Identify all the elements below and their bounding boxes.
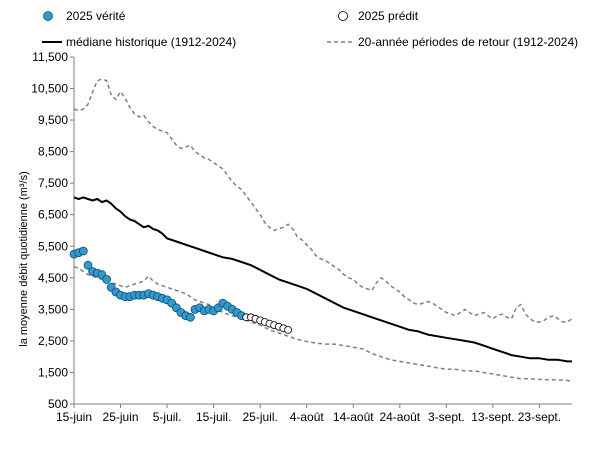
x-tick-label: 4-août <box>290 410 325 424</box>
point-verite <box>185 312 195 322</box>
series-line-mediane <box>73 196 572 363</box>
x-tick-label: 15-juil. <box>196 410 231 424</box>
legend-label-predit: 2025 prédit <box>358 9 419 23</box>
legend-marker-verite <box>43 11 53 21</box>
point-predit <box>284 325 293 334</box>
y-tick-label: 1,500 <box>38 365 68 379</box>
point-verite <box>102 274 111 284</box>
y-tick-label: 2,500 <box>38 334 68 348</box>
y-tick-label: 3,500 <box>38 302 68 316</box>
y-tick-label: 11,500 <box>32 50 68 64</box>
series-line-retour-lower <box>73 266 573 383</box>
series-line-retour-upper <box>73 78 573 323</box>
y-tick-label: 10,500 <box>31 82 68 96</box>
y-axis-label: la moyenne débit quotidienne (m³/s) <box>18 171 30 346</box>
series-lines <box>73 78 573 383</box>
x-tick-label: 25-juil. <box>242 410 277 424</box>
legend-marker-predit <box>338 11 348 21</box>
legend-item-predit: 2025 prédit <box>338 9 419 23</box>
legend-item-retour: 20-année périodes de retour (1912-2024) <box>327 35 578 49</box>
x-tick-label: 5-juil. <box>153 410 182 424</box>
legend-item-verite: 2025 vérité <box>43 9 126 23</box>
y-tick-label: 7,500 <box>38 176 68 190</box>
x-tick-label: 15-juin <box>56 410 92 424</box>
legend: 2025 vérité 2025 prédit médiane historiq… <box>42 9 578 49</box>
x-tick-label: 23-sept. <box>518 410 561 424</box>
x-tick-label: 14-août <box>333 410 374 424</box>
y-tick-label: 8,500 <box>38 145 68 159</box>
x-tick-label: 13-sept. <box>471 410 514 424</box>
legend-label-verite: 2025 vérité <box>66 9 126 23</box>
point-verite <box>78 246 88 256</box>
legend-label-mediane: médiane historique (1912-2024) <box>66 35 236 49</box>
x-tick-label: 3-sept. <box>428 410 465 424</box>
legend-label-retour: 20-année périodes de retour (1912-2024) <box>358 35 578 49</box>
y-tick-label: 4,500 <box>38 271 68 285</box>
series-points <box>69 246 293 334</box>
x-tick-label: 24-août <box>379 410 420 424</box>
y-ticks: 500 1,500 2,500 3,500 4,500 5,500 6,500 7,500 8,… <box>31 50 74 411</box>
y-tick-label: 9,500 <box>38 113 68 127</box>
axes <box>73 57 572 405</box>
y-tick-label: 500 <box>48 397 68 411</box>
x-ticks: 15-juin 25-juin 5-juil. 15-juil. 25-juil. 4-a… <box>56 404 561 424</box>
y-tick-label: 6,500 <box>38 208 68 222</box>
legend-item-mediane: médiane historique (1912-2024) <box>42 35 236 49</box>
point-verite <box>83 260 93 270</box>
x-tick-label: 25-juin <box>103 410 139 424</box>
y-tick-label: 5,500 <box>38 239 68 253</box>
